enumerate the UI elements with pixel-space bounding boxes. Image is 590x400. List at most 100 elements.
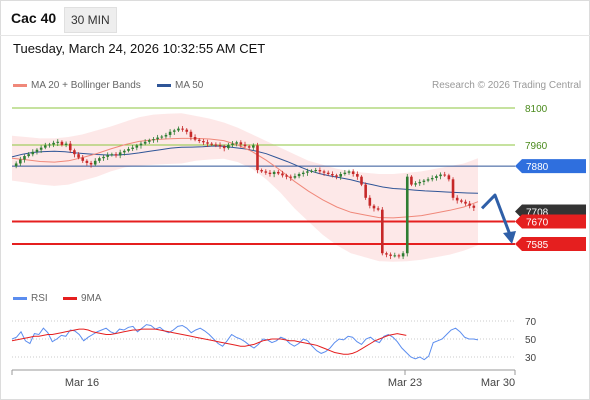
candle-body	[381, 209, 384, 254]
level-label-7880: 7880	[526, 162, 549, 173]
candle	[164, 132, 168, 139]
candle-body	[389, 254, 392, 256]
candle-body	[139, 143, 143, 146]
candle-body	[318, 170, 322, 172]
candle	[139, 141, 143, 149]
candle	[43, 142, 47, 150]
candle	[231, 141, 234, 148]
candle-body	[272, 171, 276, 175]
candle-body	[148, 140, 151, 142]
candle	[372, 204, 376, 212]
candle-body	[281, 173, 284, 176]
candle	[326, 170, 330, 176]
ma20-line	[11, 137, 479, 219]
timestamp: Tuesday, March 24, 2026 10:32:55 AM CET	[13, 41, 266, 56]
candle	[156, 134, 159, 143]
candle	[247, 144, 251, 150]
candle-body	[73, 150, 76, 155]
ma20-swatch	[13, 84, 27, 87]
candle	[368, 195, 372, 209]
candle	[152, 137, 155, 143]
timeframe-button[interactable]: 30 MIN	[64, 7, 117, 33]
rsi-swatch	[13, 297, 27, 300]
candle	[106, 152, 109, 161]
candle-body	[235, 142, 238, 144]
candle	[376, 206, 380, 212]
rsi-panel	[12, 310, 515, 370]
level-label-7960: 7960	[525, 141, 548, 152]
candle-body	[393, 255, 397, 257]
candle-body	[343, 172, 347, 175]
rsi-tick-label: 70	[525, 317, 537, 328]
level-tag-7670	[515, 214, 586, 229]
candle	[85, 159, 89, 166]
candle-body	[426, 179, 430, 181]
candle-body	[297, 174, 301, 177]
candle-body	[152, 139, 155, 141]
candle-body	[331, 174, 334, 176]
candle-body	[247, 146, 251, 148]
candle	[418, 179, 422, 186]
candle-body	[376, 208, 380, 210]
level-label-8100: 8100	[525, 104, 548, 115]
candle-body	[293, 176, 297, 178]
candle	[343, 170, 347, 176]
candle	[289, 174, 293, 181]
candle	[19, 156, 22, 167]
candle-body	[81, 157, 85, 161]
rsi-line	[11, 324, 479, 361]
candle-body	[314, 170, 318, 172]
candle	[264, 169, 268, 175]
candle	[426, 177, 430, 183]
candle-body	[301, 172, 305, 175]
candle	[435, 174, 438, 181]
candle	[64, 141, 68, 148]
candle-body	[231, 143, 234, 145]
candle	[35, 148, 39, 155]
candle	[123, 149, 126, 156]
candle-body	[123, 150, 126, 153]
legend-ma50-label: MA 50	[175, 80, 204, 91]
candle	[397, 253, 401, 259]
ma50-line	[11, 145, 479, 194]
candle-body	[372, 205, 376, 209]
candle	[60, 140, 64, 147]
candle-body	[364, 184, 367, 198]
candle	[256, 142, 259, 174]
candle-body	[23, 156, 26, 160]
level-tag-7585	[515, 237, 586, 251]
candle-body	[260, 170, 263, 172]
candle-body	[256, 145, 259, 171]
candle-body	[131, 147, 134, 149]
candle	[68, 141, 72, 153]
candle	[243, 141, 247, 148]
candle	[168, 129, 172, 138]
candle-body	[447, 175, 451, 180]
candle	[52, 140, 55, 148]
candle-body	[451, 179, 455, 198]
candle-body	[356, 174, 359, 177]
candle	[98, 156, 101, 163]
candle-body	[439, 174, 442, 177]
candle	[77, 152, 80, 160]
candle	[455, 195, 459, 204]
legend-rsi-label: RSI	[31, 293, 48, 304]
candle	[405, 174, 409, 257]
candle	[135, 143, 139, 151]
candle-body	[268, 172, 272, 175]
candle	[335, 173, 338, 180]
candle	[114, 152, 118, 158]
candle	[89, 160, 93, 168]
candle-body	[422, 180, 426, 182]
candle-body	[468, 203, 471, 206]
candle	[451, 177, 455, 201]
candle	[214, 142, 218, 148]
scenario-arrow	[480, 193, 514, 241]
candle	[23, 154, 26, 163]
candle	[389, 252, 392, 260]
legend-rsi-ma-label: 9MA	[81, 293, 102, 304]
candle-body	[160, 136, 164, 138]
candle	[331, 171, 334, 178]
candle	[310, 169, 313, 173]
